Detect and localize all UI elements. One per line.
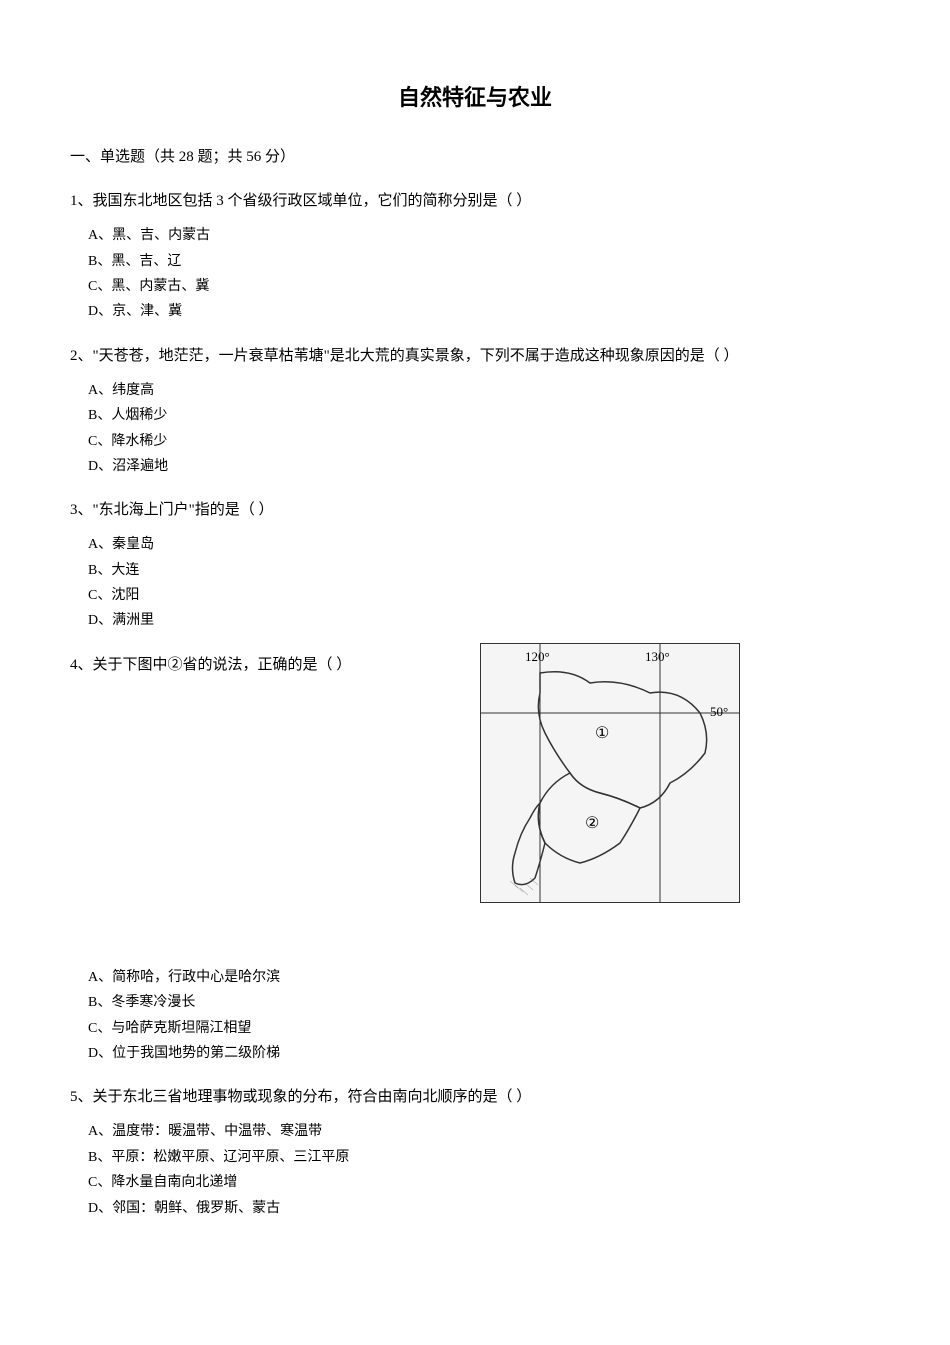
option-c: C、与哈萨克斯坦隔江相望 <box>88 1018 880 1040</box>
option-a: A、简称哈，行政中心是哈尔滨 <box>88 967 880 989</box>
question-stem: 3、"东北海上门户"指的是（ ） <box>70 498 880 522</box>
option-d: D、京、津、冀 <box>88 301 880 323</box>
question-stem: 2、"天苍苍，地茫茫，一片衰草枯苇塘"是北大荒的真实景象，下列不属于造成这种现象… <box>70 344 880 368</box>
question-2: 2、"天苍苍，地茫茫，一片衰草枯苇塘"是北大荒的真实景象，下列不属于造成这种现象… <box>70 344 880 479</box>
option-d: D、沼泽遍地 <box>88 456 880 478</box>
question-stem: 5、关于东北三省地理事物或现象的分布，符合由南向北顺序的是（ ） <box>70 1085 880 1109</box>
map-figure: 120° 130° 50° ① ② <box>480 643 740 903</box>
option-c: C、沈阳 <box>88 585 880 607</box>
option-b: B、平原：松嫩平原、辽河平原、三江平原 <box>88 1147 880 1169</box>
option-a: A、纬度高 <box>88 380 880 402</box>
option-b: B、人烟稀少 <box>88 405 880 427</box>
question-stem: 4、关于下图中②省的说法，正确的是（ ） <box>70 653 470 677</box>
region-label-1: ① <box>595 725 609 742</box>
option-a: A、黑、吉、内蒙古 <box>88 225 880 247</box>
option-b: B、大连 <box>88 560 880 582</box>
question-1: 1、我国东北地区包括 3 个省级行政区域单位，它们的简称分别是（ ） A、黑、吉… <box>70 189 880 324</box>
latitude-label-50: 50° <box>710 704 728 719</box>
options-group: A、秦皇岛 B、大连 C、沈阳 D、满洲里 <box>70 534 880 633</box>
longitude-label-120: 120° <box>525 649 550 664</box>
longitude-label-130: 130° <box>645 649 670 664</box>
option-b: B、黑、吉、辽 <box>88 251 880 273</box>
options-group: A、纬度高 B、人烟稀少 C、降水稀少 D、沼泽遍地 <box>70 380 880 479</box>
section-header: 一、单选题（共 28 题；共 56 分） <box>70 145 880 169</box>
region-label-2: ② <box>585 815 599 832</box>
options-group: A、简称哈，行政中心是哈尔滨 B、冬季寒冷漫长 C、与哈萨克斯坦隔江相望 D、位… <box>70 967 880 1066</box>
question-5: 5、关于东北三省地理事物或现象的分布，符合由南向北顺序的是（ ） A、温度带：暖… <box>70 1085 880 1220</box>
option-c: C、黑、内蒙古、冀 <box>88 276 880 298</box>
options-group: A、黑、吉、内蒙古 B、黑、吉、辽 C、黑、内蒙古、冀 D、京、津、冀 <box>70 225 880 324</box>
page-title: 自然特征与农业 <box>70 80 880 115</box>
option-d: D、邻国：朝鲜、俄罗斯、蒙古 <box>88 1198 880 1220</box>
option-c: C、降水稀少 <box>88 431 880 453</box>
option-b: B、冬季寒冷漫长 <box>88 992 880 1014</box>
question-4: 4、关于下图中②省的说法，正确的是（ ） 120° 130° 50° <box>70 653 880 1066</box>
option-a: A、温度带：暖温带、中温带、寒温带 <box>88 1121 880 1143</box>
option-d: D、满洲里 <box>88 610 880 632</box>
option-a: A、秦皇岛 <box>88 534 880 556</box>
option-c: C、降水量自南向北递增 <box>88 1172 880 1194</box>
option-d: D、位于我国地势的第二级阶梯 <box>88 1043 880 1065</box>
options-group: A、温度带：暖温带、中温带、寒温带 B、平原：松嫩平原、辽河平原、三江平原 C、… <box>70 1121 880 1220</box>
question-stem: 1、我国东北地区包括 3 个省级行政区域单位，它们的简称分别是（ ） <box>70 189 880 213</box>
question-3: 3、"东北海上门户"指的是（ ） A、秦皇岛 B、大连 C、沈阳 D、满洲里 <box>70 498 880 633</box>
